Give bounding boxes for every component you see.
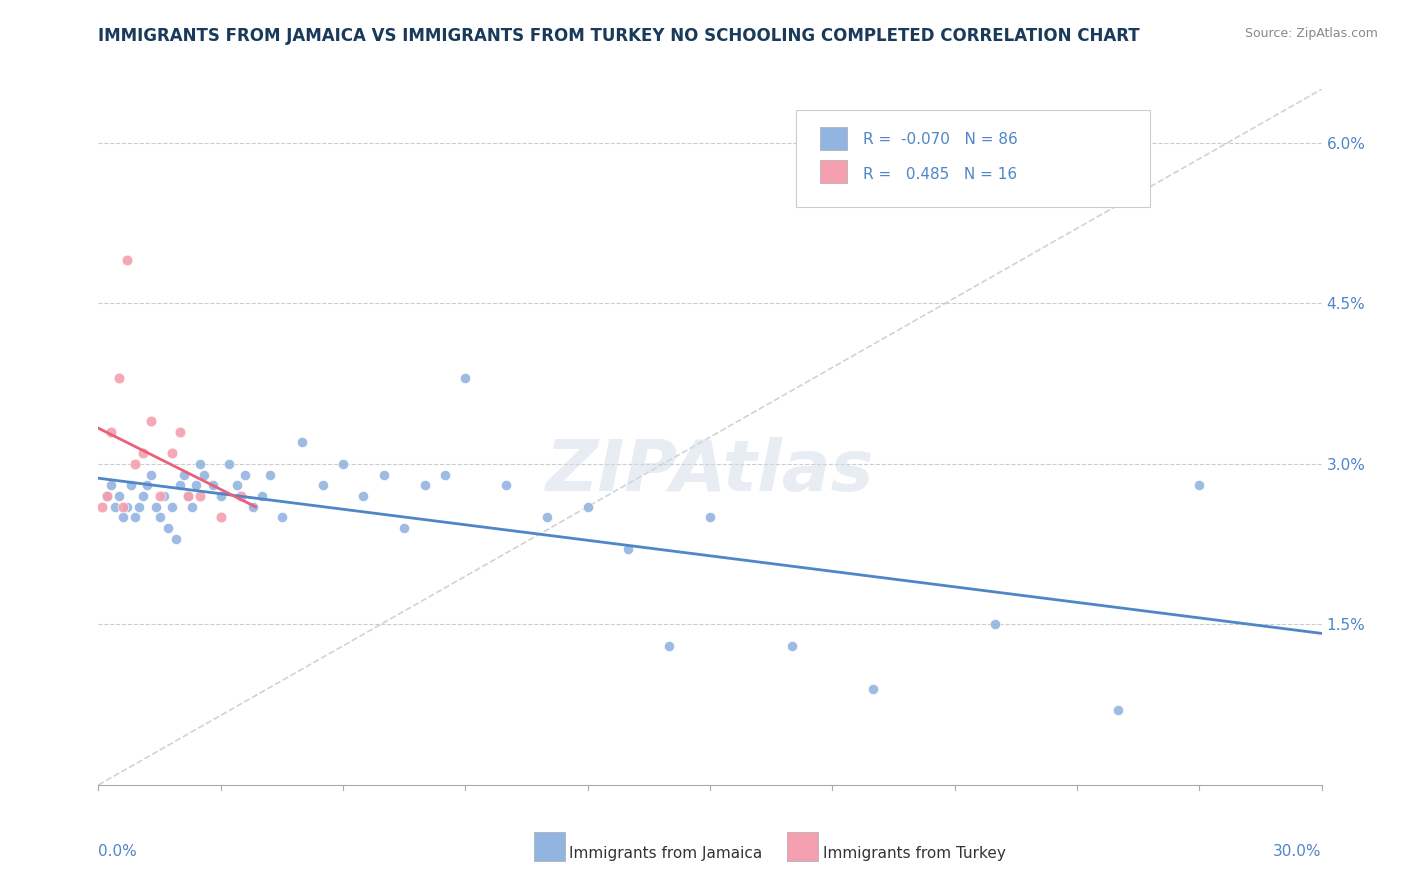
Point xyxy=(259,467,281,482)
Point xyxy=(231,489,253,503)
FancyBboxPatch shape xyxy=(820,127,846,150)
Point xyxy=(177,489,200,503)
Point xyxy=(392,521,416,535)
Point xyxy=(332,457,354,471)
Point xyxy=(111,500,134,514)
Point xyxy=(699,510,721,524)
Point xyxy=(242,500,264,514)
Text: R =  -0.070   N = 86: R = -0.070 N = 86 xyxy=(863,133,1018,147)
Point xyxy=(128,500,150,514)
Point xyxy=(780,639,803,653)
Point xyxy=(312,478,335,492)
Point xyxy=(433,467,456,482)
Text: IMMIGRANTS FROM JAMAICA VS IMMIGRANTS FROM TURKEY NO SCHOOLING COMPLETED CORRELA: IMMIGRANTS FROM JAMAICA VS IMMIGRANTS FR… xyxy=(98,27,1140,45)
Text: Immigrants from Jamaica: Immigrants from Jamaica xyxy=(569,847,762,861)
Point xyxy=(413,478,436,492)
Point xyxy=(1107,703,1129,717)
Point xyxy=(149,510,172,524)
Point xyxy=(132,446,155,460)
Point xyxy=(373,467,395,482)
Point xyxy=(132,489,155,503)
Text: 30.0%: 30.0% xyxy=(1274,844,1322,859)
Point xyxy=(145,500,167,514)
Point xyxy=(226,478,249,492)
Text: Source: ZipAtlas.com: Source: ZipAtlas.com xyxy=(1244,27,1378,40)
Point xyxy=(454,371,477,385)
Point xyxy=(160,446,183,460)
FancyBboxPatch shape xyxy=(796,110,1150,208)
Point xyxy=(209,510,232,524)
Point xyxy=(233,467,256,482)
Text: ZIPAtlas: ZIPAtlas xyxy=(546,437,875,507)
Point xyxy=(536,510,558,524)
Point xyxy=(250,489,273,503)
Point xyxy=(96,489,118,503)
Point xyxy=(862,681,884,696)
Point xyxy=(108,489,131,503)
Point xyxy=(186,478,208,492)
Point xyxy=(124,510,146,524)
Text: 0.0%: 0.0% xyxy=(98,844,138,859)
Point xyxy=(124,457,146,471)
Point xyxy=(173,467,195,482)
Point xyxy=(193,467,215,482)
Point xyxy=(177,489,200,503)
Point xyxy=(218,457,240,471)
Point xyxy=(136,478,159,492)
Point xyxy=(141,414,163,428)
Point xyxy=(156,521,179,535)
Point xyxy=(181,500,204,514)
Point xyxy=(152,489,174,503)
Point xyxy=(141,467,163,482)
Point xyxy=(100,425,122,439)
Point xyxy=(984,617,1007,632)
Point xyxy=(495,478,517,492)
Point xyxy=(209,489,232,503)
Text: R =   0.485   N = 16: R = 0.485 N = 16 xyxy=(863,167,1017,182)
Point xyxy=(658,639,681,653)
Point xyxy=(169,425,191,439)
Point xyxy=(291,435,314,450)
Point xyxy=(270,510,294,524)
Point xyxy=(120,478,142,492)
Point xyxy=(188,489,212,503)
Point xyxy=(91,500,114,514)
Point xyxy=(160,500,183,514)
Text: Immigrants from Turkey: Immigrants from Turkey xyxy=(823,847,1005,861)
Point xyxy=(352,489,374,503)
Point xyxy=(96,489,118,503)
Point xyxy=(104,500,127,514)
Point xyxy=(1188,478,1211,492)
Point xyxy=(149,489,172,503)
Point xyxy=(201,478,224,492)
Point xyxy=(169,478,191,492)
Point xyxy=(576,500,599,514)
Point xyxy=(111,510,134,524)
Point xyxy=(165,532,187,546)
Point xyxy=(108,371,131,385)
Point xyxy=(100,478,122,492)
Point xyxy=(617,542,640,557)
Point xyxy=(188,457,212,471)
Point xyxy=(115,253,138,268)
FancyBboxPatch shape xyxy=(820,161,846,183)
Point xyxy=(115,500,138,514)
